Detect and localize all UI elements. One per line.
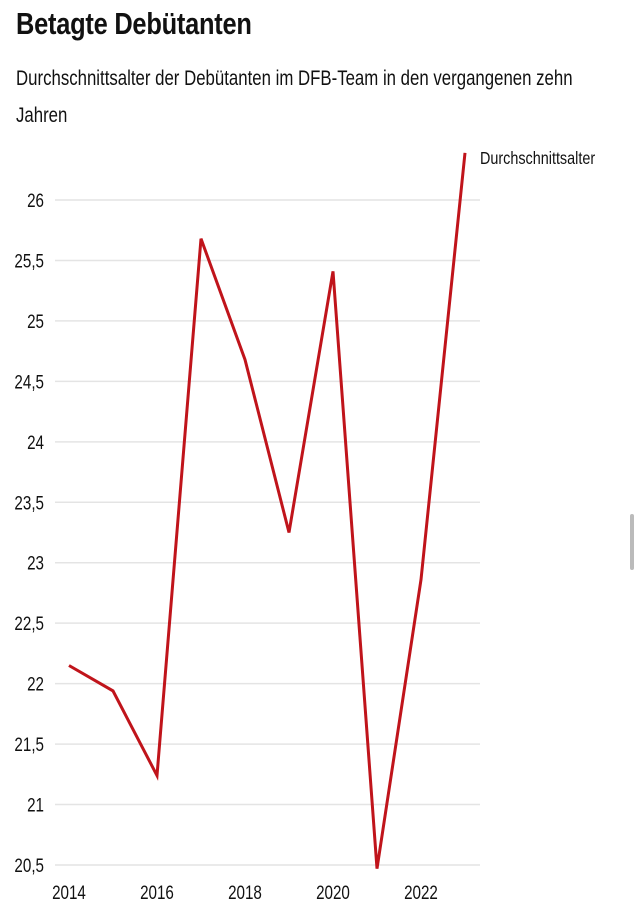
y-tick-label: 26 (27, 189, 44, 211)
y-tick-label: 22 (27, 673, 44, 695)
x-tick-label: 2014 (52, 881, 86, 903)
chart-title: Betagte Debütanten (16, 6, 252, 41)
y-tick-label: 21,5 (14, 733, 44, 755)
x-tick-label: 2018 (228, 881, 262, 903)
y-tick-label: 24 (27, 431, 44, 453)
series-line (68, 152, 467, 869)
chart-subtitle: Durchschnittsalter der Debütanten im DFB… (16, 67, 573, 127)
x-tick-label: 2022 (404, 881, 438, 903)
series-label: Durchschnittsalter (480, 148, 596, 168)
x-tick-label: 2016 (140, 881, 174, 903)
y-tick-label: 25,5 (14, 250, 44, 272)
y-tick-label: 20,5 (14, 854, 44, 876)
y-tick-label: 23 (27, 552, 44, 574)
scrollbar[interactable] (630, 514, 634, 570)
y-tick-label: 24,5 (14, 371, 44, 393)
y-tick-label: 25 (27, 310, 44, 332)
x-tick-label: 2020 (316, 881, 350, 903)
y-tick-label: 22,5 (14, 613, 44, 635)
y-tick-label: 21 (27, 794, 44, 816)
y-tick-label: 23,5 (14, 492, 44, 514)
